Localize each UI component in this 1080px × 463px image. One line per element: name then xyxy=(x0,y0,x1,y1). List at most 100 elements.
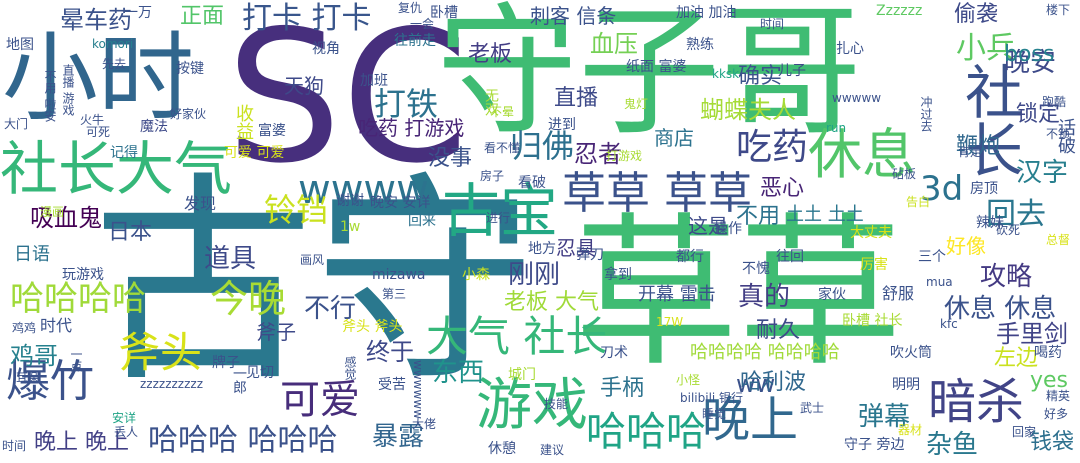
word-xiaoshi: 小时 xyxy=(2,22,194,134)
word-jiahuo: 家伙 xyxy=(818,287,846,303)
word-wanshang-wanshang: 晚上 晚上 xyxy=(34,430,129,455)
word-keai: 可爱 xyxy=(280,377,360,423)
word-wushi: 武士 xyxy=(800,401,825,415)
word-douxing: 都行 xyxy=(676,249,704,265)
word-datie: 打铁 xyxy=(374,85,439,123)
word-dayouxi-small: 打游戏 xyxy=(606,149,643,163)
word-zhengmian: 正面 xyxy=(180,4,225,29)
word-3d: 3d xyxy=(920,169,964,209)
word-shoulijian: 手里剑 xyxy=(996,320,1068,348)
word-shijian: 时间 xyxy=(760,17,785,31)
word-huiqu: 回去 xyxy=(986,197,1046,232)
word-heyao: 喝药 xyxy=(1034,345,1062,361)
word-jinxing: 进行 xyxy=(486,211,511,225)
word-laoban: 老板 xyxy=(468,42,513,67)
word-tiangou: 天狗 xyxy=(284,74,324,98)
word-dazhangfu: 大丈夫 xyxy=(850,225,892,241)
word-xiuxi-xiuxi: 休息 休息 xyxy=(944,294,1057,324)
word-shijian-bottom: 时间 xyxy=(2,439,27,453)
word-damen: 大门 xyxy=(4,117,29,131)
word-yunchebing: 晕车药 xyxy=(60,6,132,34)
word-wocao: 卧槽 xyxy=(430,5,458,21)
word-chiyao-dayouxi: 吃药 打游戏 xyxy=(358,116,465,140)
word-bilibili-yinhang: bilibili 银行 xyxy=(680,391,744,405)
word-zongdu: 总督 xyxy=(1046,233,1071,247)
word-lihai: 厉害 xyxy=(860,257,888,273)
word-yiwan: 一万 xyxy=(124,5,152,21)
word-wocao-shezhang: 卧槽 社长 xyxy=(842,313,903,329)
word-hudie-furen: 蝴蝶夫人 xyxy=(700,96,796,124)
word-naijiu: 耐久 xyxy=(756,318,801,343)
word-riben: 日本 xyxy=(108,220,153,245)
word-ditu: 地图 xyxy=(6,37,34,53)
word-xiaosen: 小森 xyxy=(462,267,490,283)
word-zzzzzzzzzz: zzzzzzzzzz xyxy=(140,377,203,391)
word-daoju: 道具 xyxy=(204,244,257,274)
word-bukui: 不愧 xyxy=(742,261,770,277)
word-difang: 地方 xyxy=(528,241,556,257)
word-ansha: 暗杀 xyxy=(928,374,1025,430)
word-paoku: 跑酷 xyxy=(1042,95,1067,109)
word-17w: 17W xyxy=(656,315,684,329)
word-mua: mua xyxy=(926,275,953,289)
word-buyong: 不用 xyxy=(736,204,781,229)
word-mizawa: mizawa xyxy=(372,267,426,283)
word-fuzi: 斧子 xyxy=(256,320,296,344)
word-lamei: 辣妹 xyxy=(976,215,1004,231)
word-wushuang: 无双 xyxy=(483,88,499,116)
word-erduo: 耳朵 xyxy=(16,371,41,385)
word-hahahaha-left: 哈哈哈哈 xyxy=(10,279,146,319)
word-yihui: 一会 xyxy=(410,17,435,31)
word-jiayou-jiayou: 加油 加油 xyxy=(676,5,737,21)
word-shezhang-vert: 社长 xyxy=(955,62,1023,178)
word-shijiao: 视角 xyxy=(312,41,340,57)
word-kanbudong: 看不懂 xyxy=(484,141,521,155)
word-huapo: 话破 xyxy=(1055,118,1076,154)
word-lingdang: 铃铛 xyxy=(264,191,329,229)
word-yilang: 一郎 xyxy=(231,366,247,394)
word-riyu: 日语 xyxy=(14,244,50,265)
word-shouzige: 守子哥 xyxy=(436,0,862,155)
word-chongguoqu: 冲过去 xyxy=(919,96,933,132)
word-qicai: 器材 xyxy=(898,423,923,437)
word-anjian: 按键 xyxy=(176,61,204,77)
word-renzhe: 忍者 xyxy=(574,140,622,168)
word-wanyouxi: 玩游戏 xyxy=(62,267,104,283)
word-paizi: 牌子 xyxy=(212,355,240,371)
word-caocao-caocao: 草草 草草 xyxy=(562,168,752,219)
word-huijia: 回家 xyxy=(1012,425,1037,439)
word-dalao: 大佬 xyxy=(412,417,437,431)
word-hahaha-mid: 哈哈哈 xyxy=(586,409,706,455)
word-wanghui: 往回 xyxy=(776,249,804,265)
word-gaobai: 告白 xyxy=(906,195,931,209)
word-youxi-big: 游戏 xyxy=(476,373,588,438)
word-wanan: 晚安 xyxy=(1004,48,1057,78)
word-louxia: 楼下 xyxy=(1046,3,1071,17)
word-busuo: 不锁 xyxy=(1046,127,1071,141)
word-shangdian: 商店 xyxy=(654,126,694,150)
word-hahaha-hahaha: 哈哈哈 哈哈哈 xyxy=(148,423,338,458)
word-touxi: 偷袭 xyxy=(954,2,999,27)
word-shouzi-pangbian: 守子 旁边 xyxy=(844,437,905,453)
word-huilai: 回来 xyxy=(408,213,436,229)
word-xiuxi-big: 休息 xyxy=(808,123,916,186)
word-caocao: 草草 xyxy=(574,198,903,389)
word-danmu: 弹幕 xyxy=(858,402,911,432)
word-jingying: 精英 xyxy=(1046,389,1071,403)
word-nadao: 拿到 xyxy=(604,267,632,283)
word-halibo: 哈利波 xyxy=(740,370,807,395)
word-shuijiao: 睡觉 xyxy=(702,407,727,421)
word-cike-xintiao: 刺客 信条 xyxy=(530,4,617,28)
word-jide: 记得 xyxy=(110,145,138,161)
word-qiandai: 钱袋 xyxy=(1030,430,1075,455)
word-guifo: 归佛 xyxy=(510,127,575,165)
word-chengmen: 城门 xyxy=(508,367,536,383)
word-ww: ww xyxy=(736,370,776,398)
word-boss-top: boss xyxy=(1004,42,1055,67)
word-jige: 鸡哥 xyxy=(10,342,58,370)
word-jianyi: 建议 xyxy=(540,443,565,457)
word-buxing: 不行 xyxy=(304,294,357,324)
word-jiaban: 加班 xyxy=(360,73,388,89)
word-fangzi: 房子 xyxy=(480,169,505,183)
